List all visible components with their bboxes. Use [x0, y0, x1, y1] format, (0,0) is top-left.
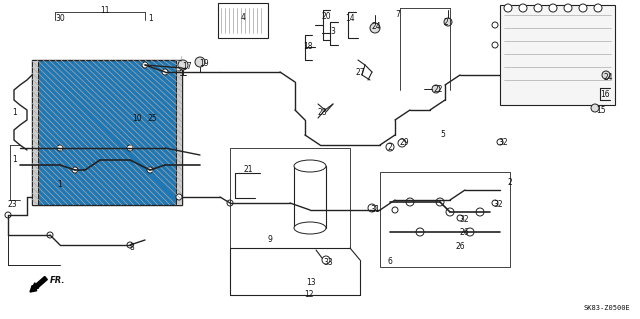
Ellipse shape: [294, 222, 326, 234]
Text: 17: 17: [182, 62, 191, 71]
Circle shape: [176, 65, 182, 71]
Text: 31: 31: [370, 205, 380, 214]
Text: 11: 11: [100, 6, 109, 15]
Circle shape: [406, 198, 414, 206]
Circle shape: [57, 145, 63, 151]
Text: 29: 29: [399, 138, 408, 147]
Circle shape: [72, 167, 78, 173]
Text: 25: 25: [148, 114, 157, 123]
Circle shape: [176, 194, 182, 200]
Text: 24: 24: [372, 22, 381, 31]
Circle shape: [307, 207, 313, 213]
Circle shape: [368, 204, 376, 212]
Text: 32: 32: [459, 215, 468, 224]
Circle shape: [492, 200, 498, 206]
Bar: [32, 60, 38, 205]
Circle shape: [594, 4, 602, 12]
Circle shape: [534, 4, 542, 12]
Bar: [176, 60, 182, 205]
Text: 2: 2: [508, 178, 513, 187]
Circle shape: [564, 4, 572, 12]
Text: FR.: FR.: [50, 276, 65, 285]
Text: 22: 22: [434, 85, 444, 94]
Circle shape: [178, 60, 188, 70]
Circle shape: [162, 69, 168, 75]
Circle shape: [519, 4, 527, 12]
Text: 2: 2: [388, 143, 393, 152]
Circle shape: [127, 242, 133, 248]
Bar: [380, 172, 510, 267]
Text: 1: 1: [57, 180, 61, 189]
Ellipse shape: [294, 160, 326, 172]
Bar: [294, 166, 326, 228]
Text: 12: 12: [304, 290, 314, 299]
Circle shape: [227, 200, 233, 206]
Circle shape: [549, 4, 557, 12]
Text: 20: 20: [322, 12, 332, 21]
Circle shape: [492, 22, 498, 28]
Circle shape: [457, 215, 463, 221]
Text: 26: 26: [459, 228, 468, 237]
Text: 8: 8: [130, 243, 135, 252]
Circle shape: [142, 62, 148, 68]
Text: 30: 30: [55, 14, 65, 23]
Circle shape: [504, 4, 512, 12]
Circle shape: [386, 143, 394, 151]
Text: 10: 10: [132, 114, 141, 123]
Text: 16: 16: [600, 90, 610, 99]
Circle shape: [492, 42, 498, 48]
Text: 13: 13: [306, 278, 316, 287]
Circle shape: [195, 57, 205, 67]
Circle shape: [497, 139, 503, 145]
Circle shape: [5, 212, 11, 218]
Circle shape: [392, 207, 398, 213]
Circle shape: [322, 256, 330, 264]
Text: 32: 32: [498, 138, 508, 147]
Text: 1: 1: [12, 108, 17, 117]
Circle shape: [127, 145, 133, 151]
Circle shape: [436, 198, 444, 206]
Text: 27: 27: [355, 68, 365, 77]
Circle shape: [476, 208, 484, 216]
Circle shape: [602, 71, 610, 79]
Text: 15: 15: [596, 106, 605, 115]
Circle shape: [579, 4, 587, 12]
Text: 19: 19: [199, 59, 209, 68]
Text: SK83-Z0500E: SK83-Z0500E: [583, 305, 630, 311]
Circle shape: [432, 85, 440, 93]
Circle shape: [591, 104, 599, 112]
FancyArrow shape: [30, 277, 47, 292]
Text: 32: 32: [493, 200, 502, 209]
Text: 18: 18: [303, 42, 312, 51]
Circle shape: [147, 167, 153, 173]
Text: 4: 4: [241, 13, 246, 22]
Circle shape: [466, 228, 474, 236]
Text: 6: 6: [387, 257, 392, 266]
Text: 3: 3: [330, 27, 335, 36]
Text: 5: 5: [440, 130, 445, 139]
Text: 21: 21: [243, 165, 253, 174]
Text: 2: 2: [444, 18, 449, 27]
Bar: [32, 60, 182, 205]
Text: 26: 26: [456, 242, 466, 251]
Text: 24: 24: [604, 73, 614, 82]
Text: 7: 7: [395, 10, 400, 19]
Text: 23: 23: [8, 200, 18, 209]
Bar: [32, 60, 182, 205]
Circle shape: [370, 23, 380, 33]
Text: 14: 14: [345, 14, 355, 23]
Bar: [230, 148, 350, 248]
Text: 9: 9: [267, 235, 272, 244]
Circle shape: [398, 139, 406, 147]
Circle shape: [47, 232, 53, 238]
Text: 28: 28: [318, 108, 328, 117]
Bar: [500, 5, 615, 105]
Text: 1: 1: [12, 155, 17, 164]
Text: 1: 1: [148, 14, 153, 23]
Circle shape: [446, 208, 454, 216]
Bar: [218, 3, 268, 38]
Circle shape: [416, 228, 424, 236]
Circle shape: [444, 18, 452, 26]
Text: 33: 33: [323, 258, 333, 267]
